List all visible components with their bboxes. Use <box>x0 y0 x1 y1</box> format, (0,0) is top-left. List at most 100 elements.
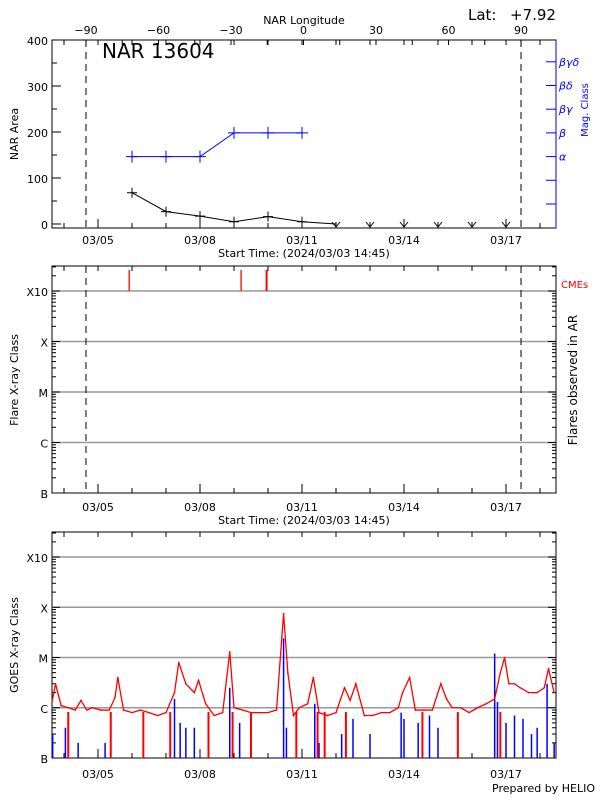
goes-long-channel-point <box>258 711 261 714</box>
area-zero-marker <box>501 221 511 228</box>
x-tick-label: 03/05 <box>82 234 114 247</box>
y-axis-label: GOES X-ray Class <box>8 597 21 693</box>
x-tick-label: 03/08 <box>184 501 216 514</box>
plot-frame <box>51 39 557 229</box>
y2-tick-label: βδ <box>558 80 573 93</box>
goes-long-channel-point <box>185 682 187 685</box>
x-tick-label: 03/14 <box>388 501 420 514</box>
goes-long-channel-point <box>519 686 521 689</box>
y2-tick-label: βγδ <box>558 56 580 69</box>
goes-long-channel-point <box>536 691 538 694</box>
y-tick-label: X10 <box>26 286 48 299</box>
y2-tick-label: βγ <box>558 103 573 116</box>
goes-long-channel-point <box>221 711 224 714</box>
goes-long-channel-point <box>513 682 516 685</box>
x-tick-label: 03/14 <box>388 234 420 247</box>
x-tick-label: 03/17 <box>490 501 522 514</box>
y2-tick-label: β <box>558 127 566 140</box>
y-tick-label: 100 <box>27 173 48 186</box>
area-point-marker <box>161 206 171 217</box>
lat-value: +7.92 <box>510 6 556 24</box>
goes-long-channel-point <box>100 709 102 711</box>
goes-long-channel-point <box>476 706 479 709</box>
goes-long-channel-point <box>122 709 125 711</box>
goes-long-channel-point <box>423 709 425 711</box>
y-tick-label: C <box>40 438 48 451</box>
goes-long-channel-point <box>401 691 404 694</box>
goes-long-channel-point <box>156 714 159 717</box>
area-point-marker <box>229 216 239 227</box>
x-tick-label: 03/08 <box>184 768 216 781</box>
area-point-marker <box>263 211 273 222</box>
goes-long-channel-point <box>292 714 295 717</box>
y-tick-label: C <box>40 703 48 716</box>
y-tick-label: 300 <box>27 81 48 94</box>
goes-long-channel-point <box>363 714 366 717</box>
top-tick-label: −30 <box>219 24 242 37</box>
goes-long-channel-point <box>108 709 111 711</box>
goes-long-channel-point <box>553 691 555 694</box>
x-tick-label: 03/05 <box>82 768 114 781</box>
goes-long-channel-point <box>468 711 470 714</box>
goes-long-channel-point <box>372 714 374 717</box>
goes-long-channel-point <box>389 711 391 714</box>
y-tick-label: B <box>40 753 48 766</box>
goes-long-channel-point <box>414 709 417 711</box>
top-tick-label: 0 <box>300 24 307 37</box>
x-tick-label: 03/05 <box>82 501 114 514</box>
goes-long-channel-point <box>165 711 167 714</box>
goes-long-channel-point <box>493 698 496 700</box>
goes-long-channel-point <box>499 671 502 674</box>
panel-flares: Start Time: (2024/03/03 14:45) Flare X-r… <box>8 265 588 527</box>
goes-long-channel-point <box>343 686 346 689</box>
y-tick-label: X <box>40 602 48 615</box>
goes-long-channel-point <box>60 704 62 707</box>
panel-nar-area: Lat: +7.92 NAR Longitude NAR 13604 Start… <box>8 6 591 260</box>
goes-long-channel-point <box>267 711 269 714</box>
goes-long-channel-point <box>408 676 411 679</box>
goes-long-channel-point <box>233 706 235 709</box>
plot-frame <box>51 531 557 759</box>
goes-long-channel-point <box>51 701 53 703</box>
y2-axis-label: Mag. Class <box>580 83 591 137</box>
goes-long-channel-point <box>287 671 289 674</box>
goes-long-channel-point <box>485 702 487 705</box>
goes-long-channel-point <box>193 691 196 694</box>
footer-credit: Prepared by HELIO <box>492 782 595 795</box>
x-tick-label: 03/17 <box>490 234 522 247</box>
goes-long-channel-point <box>335 711 337 714</box>
goes-long-channel-point <box>445 698 448 700</box>
area-zero-marker <box>433 221 443 228</box>
top-tick-label: −60 <box>147 24 170 37</box>
goes-long-channel-point <box>459 706 462 709</box>
goes-long-channel-point <box>543 686 546 689</box>
top-axis-label: NAR Longitude <box>263 14 345 27</box>
goes-long-channel-point <box>80 699 82 702</box>
mag-class-marker <box>194 150 206 163</box>
goes-long-channel-point <box>431 709 434 711</box>
area-zero-marker <box>467 221 477 228</box>
x-axis-label: Start Time: (2024/03/03 14:45) <box>218 514 390 527</box>
y-axis-label: Flare X-ray Class <box>8 334 21 426</box>
top-tick-label: −90 <box>74 24 97 37</box>
goes-long-channel-point <box>440 682 442 685</box>
x-tick-label: 03/14 <box>388 768 420 781</box>
area-zero-marker <box>399 221 409 228</box>
goes-long-channel-point <box>177 661 180 664</box>
goes-long-channel-point <box>282 612 285 615</box>
area-zero-marker <box>331 221 341 228</box>
y-tick-label: X10 <box>26 552 48 565</box>
area-point-marker <box>127 187 137 198</box>
goes-long-channel-point <box>349 699 351 702</box>
goes-long-channel-point <box>326 714 329 717</box>
y2-tick-label: α <box>559 151 567 164</box>
y-tick-label: B <box>40 488 48 501</box>
goes-long-channel-point <box>213 714 215 717</box>
mag-class-marker <box>126 150 138 163</box>
y-tick-label: M <box>39 653 49 666</box>
top-tick-label: 60 <box>442 24 456 37</box>
area-zero-marker <box>365 221 375 228</box>
goes-long-channel-point <box>91 706 94 709</box>
area-point-marker <box>195 211 205 222</box>
